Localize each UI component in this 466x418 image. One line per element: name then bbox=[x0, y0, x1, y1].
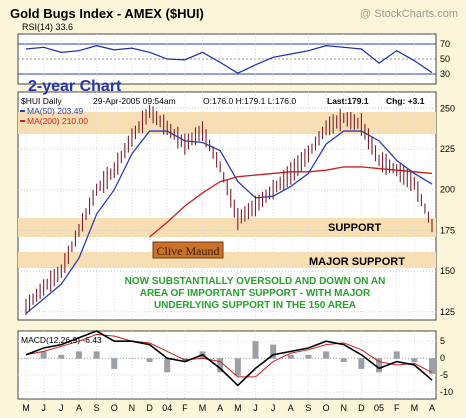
macd-tick-label: 0 bbox=[440, 353, 445, 363]
macd-hist-bar bbox=[323, 351, 330, 359]
macd-tick-label: -5 bbox=[440, 370, 448, 380]
macd-hist-bar bbox=[58, 354, 65, 359]
macd-hist-bar bbox=[393, 351, 400, 359]
macd-hist-bar bbox=[234, 358, 241, 376]
macd-histogram bbox=[23, 341, 435, 376]
x-tick-label: F bbox=[182, 403, 188, 413]
x-tick-label: S bbox=[94, 403, 100, 413]
x-tick-label: N bbox=[340, 403, 347, 413]
rsi-series bbox=[25, 45, 433, 74]
signature-box bbox=[152, 241, 224, 259]
macd-panel: MACD(12,26,9) -6.43 5 0 -5 -10 bbox=[17, 330, 453, 400]
price-tick-label: 175 bbox=[440, 225, 455, 235]
macd-hist-bar bbox=[23, 358, 29, 359]
macd-hist-bar bbox=[40, 351, 47, 359]
x-tick-label: J bbox=[41, 403, 46, 413]
macd-hist-bar bbox=[252, 341, 259, 359]
band-support bbox=[18, 218, 436, 237]
x-tick-label: 05 bbox=[374, 403, 384, 413]
watermark: @ StockCharts.com bbox=[360, 8, 458, 20]
x-tick-label: A bbox=[429, 403, 435, 413]
x-tick-label: J bbox=[253, 403, 258, 413]
info-last: Last:179.1 bbox=[327, 96, 369, 106]
macd-hist-bar bbox=[340, 358, 347, 363]
ma50-label: MA(50) 203.49 bbox=[27, 106, 83, 116]
rsi-panel: RSI(14) 33.6 70 50 30 bbox=[17, 22, 450, 85]
info-symbol: $HUI Daily bbox=[21, 96, 62, 106]
ma200-label: MA(200) 210.00 bbox=[27, 116, 88, 126]
macd-hist-bar bbox=[270, 344, 277, 359]
band-250 bbox=[18, 112, 436, 134]
price-panel: 2-year Chart $HUI Daily 29-Apr-2005 09:5… bbox=[17, 78, 455, 321]
rsi-tick-70: 70 bbox=[440, 39, 450, 49]
x-tick-label: M bbox=[22, 403, 30, 413]
macd-hist-bar bbox=[305, 354, 312, 359]
price-tick-label: 200 bbox=[440, 185, 455, 195]
macd-hist-bar bbox=[93, 351, 100, 359]
macd-series bbox=[25, 330, 433, 387]
macd-hist-bar bbox=[287, 354, 294, 359]
chart-title: Gold Bugs Index - AMEX ($HUI) bbox=[10, 6, 204, 21]
macd-tick-label: -10 bbox=[440, 387, 453, 397]
ma50-series bbox=[25, 130, 433, 314]
macd-hist-bar bbox=[75, 351, 82, 359]
macd-tick-label: 5 bbox=[440, 336, 445, 346]
macd-hist-bar bbox=[429, 358, 435, 374]
price-tick-label: 150 bbox=[440, 266, 455, 276]
macd-hist-bar bbox=[358, 358, 365, 369]
macd-label: MACD(12,26,9) -6.43 bbox=[21, 335, 102, 345]
macd-hist-bar bbox=[146, 358, 153, 363]
x-tick-label: 04 bbox=[162, 403, 172, 413]
macd-hist-bar bbox=[111, 358, 118, 369]
macd-hist-bar bbox=[128, 358, 135, 359]
info-ohlc: O:176.0 H:179.1 L:176.0 bbox=[203, 96, 296, 106]
chart-tag: 2-year Chart bbox=[28, 78, 122, 95]
x-tick-label: O bbox=[111, 403, 118, 413]
x-tick-label: A bbox=[288, 403, 294, 413]
x-tick-label: D bbox=[146, 403, 153, 413]
band-150 bbox=[18, 252, 436, 268]
x-tick-label: N bbox=[129, 403, 136, 413]
x-tick-label: M bbox=[411, 403, 419, 413]
macd-signal-series bbox=[25, 333, 433, 378]
rsi-tick-30: 30 bbox=[440, 69, 450, 79]
x-tick-label: M bbox=[234, 403, 242, 413]
x-tick-label: S bbox=[305, 403, 311, 413]
price-tick-label: 225 bbox=[440, 144, 455, 154]
price-tick-label: 125 bbox=[440, 307, 455, 317]
x-tick-label: A bbox=[217, 403, 223, 413]
x-tick-label: O bbox=[323, 403, 330, 413]
signature: Clive Maund bbox=[157, 244, 220, 258]
x-tick-label: F bbox=[394, 403, 400, 413]
x-tick-label: A bbox=[76, 403, 82, 413]
x-axis: M J J A S O N D 04 F M A M J J A S O N D 05 F M A bbox=[22, 403, 435, 413]
annotation-line-2: AREA OF IMPORTANT SUPPORT - WITH MAJOR bbox=[140, 288, 371, 299]
rsi-label: RSI(14) 33.6 bbox=[22, 22, 73, 32]
rsi-tick-50: 50 bbox=[440, 54, 450, 64]
macd-panel-frame bbox=[17, 330, 437, 400]
support-label: SUPPORT bbox=[328, 222, 381, 234]
macd-hist-bar bbox=[217, 358, 224, 373]
price-tick-label: 250 bbox=[440, 103, 455, 113]
major-support-label: MAJOR SUPPORT bbox=[309, 256, 405, 268]
annotation-line-3: UNDERLYING SUPPORT IN THE 150 AREA bbox=[154, 300, 356, 311]
x-tick-label: J bbox=[59, 403, 64, 413]
x-tick-label: J bbox=[271, 403, 276, 413]
x-tick-label: M bbox=[199, 403, 207, 413]
macd-hist-bar bbox=[164, 358, 171, 373]
x-tick-label: D bbox=[358, 403, 365, 413]
macd-hist-bar bbox=[376, 358, 383, 373]
macd-hist-bar bbox=[411, 358, 418, 363]
info-date: 29-Apr-2005 09:54am bbox=[93, 96, 176, 106]
price-bars bbox=[25, 105, 433, 316]
annotation-line-1: NOW SUBSTANTIALLY OVERSOLD AND DOWN ON A… bbox=[125, 276, 386, 287]
info-chg: Chg: +3.1 bbox=[386, 96, 425, 106]
